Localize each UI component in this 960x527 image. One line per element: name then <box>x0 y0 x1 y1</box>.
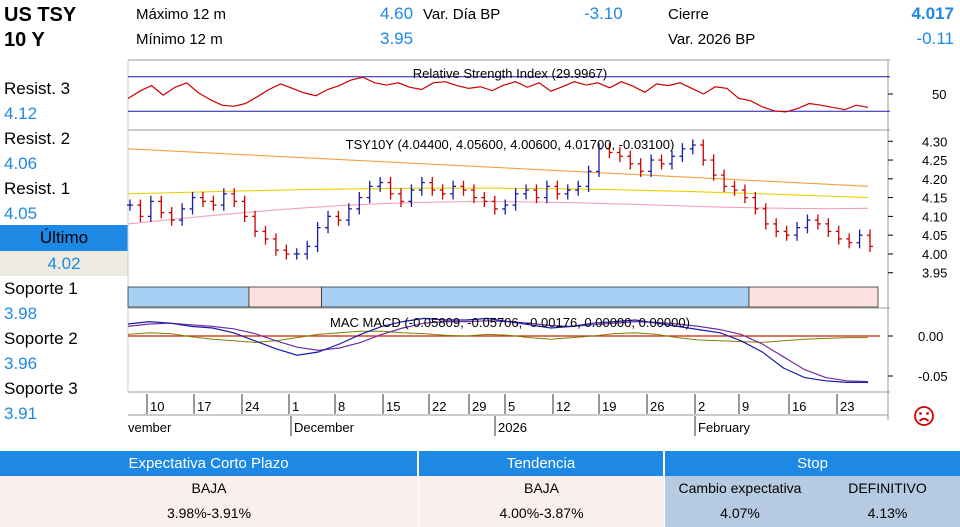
x-day-label: 12 <box>556 399 570 414</box>
x-day-label: 29 <box>472 399 486 414</box>
ultimo-value: 4.02 <box>0 251 128 276</box>
stop-header: Stop <box>665 451 960 476</box>
soporte1-value: 3.98 <box>4 304 38 323</box>
stop-def-value: 4.13% <box>867 505 908 521</box>
soporte3-label: Soporte 3 <box>4 379 78 398</box>
x-day-label: 10 <box>150 399 164 414</box>
ma-pink-line <box>127 201 869 225</box>
macd-tick-label: 0.00 <box>918 329 943 344</box>
resist3-label: Resist. 3 <box>4 79 71 98</box>
chart-area: 50 4.30 4.25 4.20 4.15 4.10 4.05 4.00 3.95 0.00… <box>127 59 948 436</box>
expectativa-column: Expectativa Corto Plazo BAJA 3.98%-3.91% <box>0 451 418 527</box>
resist1-label: Resist. 1 <box>4 179 71 198</box>
tendencia-column: Tendencia BAJA 4.00%-3.87% <box>419 451 664 527</box>
min12-label: Mínimo 12 m <box>136 31 223 48</box>
summary-table: Expectativa Corto Plazo BAJA 3.98%-3.91%… <box>0 451 960 527</box>
resist2-label: Resist. 2 <box>4 129 71 148</box>
stop-change-value: 4.07% <box>720 505 760 521</box>
price-tick-label: 4.05 <box>922 228 947 243</box>
x-month-label: 2026 <box>498 420 527 435</box>
price-tick-label: 4.10 <box>922 209 947 224</box>
price-tick-label: 4.30 <box>922 134 947 149</box>
tendencia-value: BAJA <box>523 480 559 496</box>
var-year-value: -0.11 <box>916 29 955 48</box>
chart-frames <box>127 59 890 420</box>
price-tick-label: 3.95 <box>922 266 947 281</box>
x-month-label: vember <box>128 420 172 435</box>
price-tick-label: 4.20 <box>922 172 947 187</box>
tendencia-range: 4.00%-3.87% <box>499 505 584 521</box>
trend-segment-down <box>248 286 322 308</box>
x-day-label: 16 <box>792 399 806 414</box>
expectativa-range: 3.98%-3.91% <box>166 505 252 521</box>
rsi-tick-label: 50 <box>932 87 946 102</box>
x-day-label: 1 <box>292 399 299 414</box>
max12-label: Máximo 12 m <box>136 6 227 23</box>
cierre-label: Cierre <box>668 6 709 23</box>
x-day-label: 8 <box>338 399 345 414</box>
stop-change-cell: Cambio expectativa 4.07% <box>665 476 815 526</box>
x-month-label: December <box>294 420 355 435</box>
trend-segment-up <box>321 286 750 308</box>
x-day-label: 5 <box>508 399 515 414</box>
macd-histogram-line <box>127 330 868 343</box>
x-day-label: 19 <box>602 399 616 414</box>
ma-orange-line <box>127 148 869 187</box>
price-panel: 4.30 4.25 4.20 4.15 4.10 4.05 4.00 3.95 <box>127 134 947 281</box>
var-dia-label: Var. Día BP <box>423 6 501 23</box>
resist1-value: 4.05 <box>4 204 38 223</box>
var-dia-value: -3.10 <box>584 4 623 23</box>
x-day-label: 23 <box>840 399 854 414</box>
macd-title: MAC MACD (-0.05809, -0.05706, -0.00176, … <box>330 315 690 330</box>
soporte2-label: Soporte 2 <box>4 329 78 348</box>
max12-value: 4.60 <box>380 4 414 23</box>
x-day-label: 26 <box>650 399 664 414</box>
x-day-label: 22 <box>432 399 446 414</box>
rsi-line <box>127 76 869 113</box>
tendencia-body: BAJA 4.00%-3.87% <box>419 476 664 527</box>
price-tick-label: 4.25 <box>922 153 947 168</box>
rsi-panel: 50 <box>127 76 946 113</box>
x-month-label: February <box>698 420 751 435</box>
resist2-value: 4.06 <box>4 154 38 173</box>
stop-column: Stop Cambio expectativa 4.07% DEFINITIVO… <box>665 451 960 527</box>
rsi-title: Relative Strength Index (29.9967) <box>413 66 607 81</box>
soporte1-label: Soporte 1 <box>4 279 78 298</box>
trend-segment-down <box>748 286 879 308</box>
x-day-label: 15 <box>386 399 400 414</box>
price-tick-label: 4.15 <box>922 191 947 206</box>
price-title: TSY10Y (4.04400, 4.05600, 4.00600, 4.017… <box>346 137 675 152</box>
expectativa-header: Expectativa Corto Plazo <box>0 451 418 476</box>
stop-change-label: Cambio expectativa <box>678 480 802 496</box>
soporte2-value: 3.96 <box>4 354 38 373</box>
expectativa-body: BAJA 3.98%-3.91% <box>0 476 418 527</box>
price-tick-label: 4.00 <box>922 247 947 262</box>
tendencia-header: Tendencia <box>419 451 664 476</box>
resist3-value: 4.12 <box>4 104 38 123</box>
macd-tick-label: -0.05 <box>918 369 948 384</box>
soporte3-value: 3.91 <box>4 404 38 423</box>
ticker-tenor: 10 Y <box>4 29 45 51</box>
stop-body: Cambio expectativa 4.07% DEFINITIVO 4.13… <box>665 476 960 527</box>
var-year-label: Var. 2026 BP <box>668 31 756 48</box>
x-day-label: 24 <box>245 399 259 414</box>
ultimo-label: Último <box>0 225 128 251</box>
macd-signal-line <box>127 320 869 383</box>
trend-bar <box>127 286 879 308</box>
min12-value: 3.95 <box>380 29 414 48</box>
macd-panel: 0.00 -0.05 <box>127 317 948 384</box>
trend-segment-up <box>127 286 250 308</box>
ma-yellow-line <box>127 187 869 199</box>
ticker-name: US TSY <box>4 4 77 26</box>
x-day-label: 17 <box>197 399 211 414</box>
x-day-label: 9 <box>742 399 749 414</box>
expectativa-value: BAJA <box>191 480 227 496</box>
stop-def-label: DEFINITIVO <box>848 480 927 496</box>
stop-def-cell: DEFINITIVO 4.13% <box>815 476 960 526</box>
sad-face-icon <box>914 406 934 426</box>
cierre-value: 4.017 <box>911 4 954 23</box>
macd-line <box>127 317 868 383</box>
x-day-label: 2 <box>698 399 705 414</box>
